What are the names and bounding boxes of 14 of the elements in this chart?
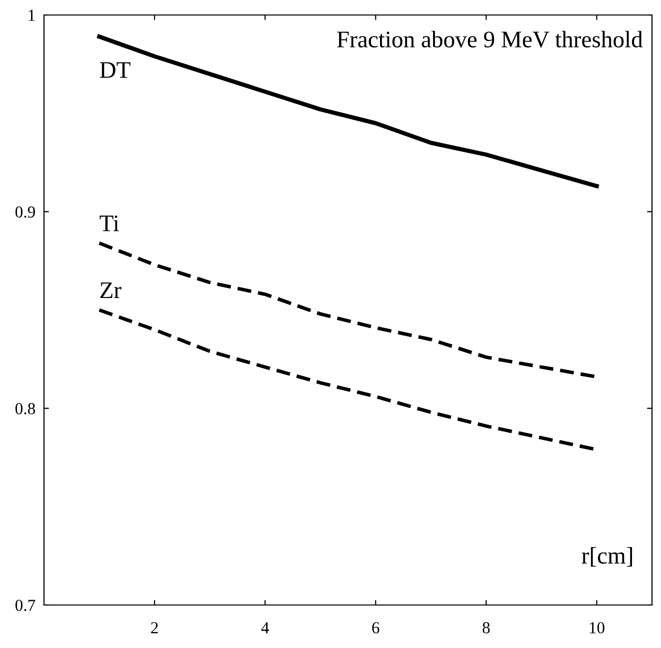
y-tick-label: 0.8 [15, 403, 36, 414]
x-tick-label: 6 [372, 622, 380, 634]
y-tick-label: 1 [28, 10, 35, 21]
y-tick-label: 0.7 [15, 600, 36, 612]
y-tick-label: 0.9 [15, 206, 35, 218]
x-tick-label: 10 [590, 622, 604, 634]
x-tick-label: 4 [261, 622, 269, 634]
x-axis-title: r[cm] [582, 547, 632, 567]
x-tick-label: 8 [482, 622, 490, 634]
series-label: Zr [100, 282, 122, 298]
series-label: DT [100, 62, 130, 78]
series-label: Ti [100, 215, 119, 232]
text: Fraction above 9 MeV threshold [337, 30, 643, 48]
x-tick-label: 2 [151, 622, 158, 634]
